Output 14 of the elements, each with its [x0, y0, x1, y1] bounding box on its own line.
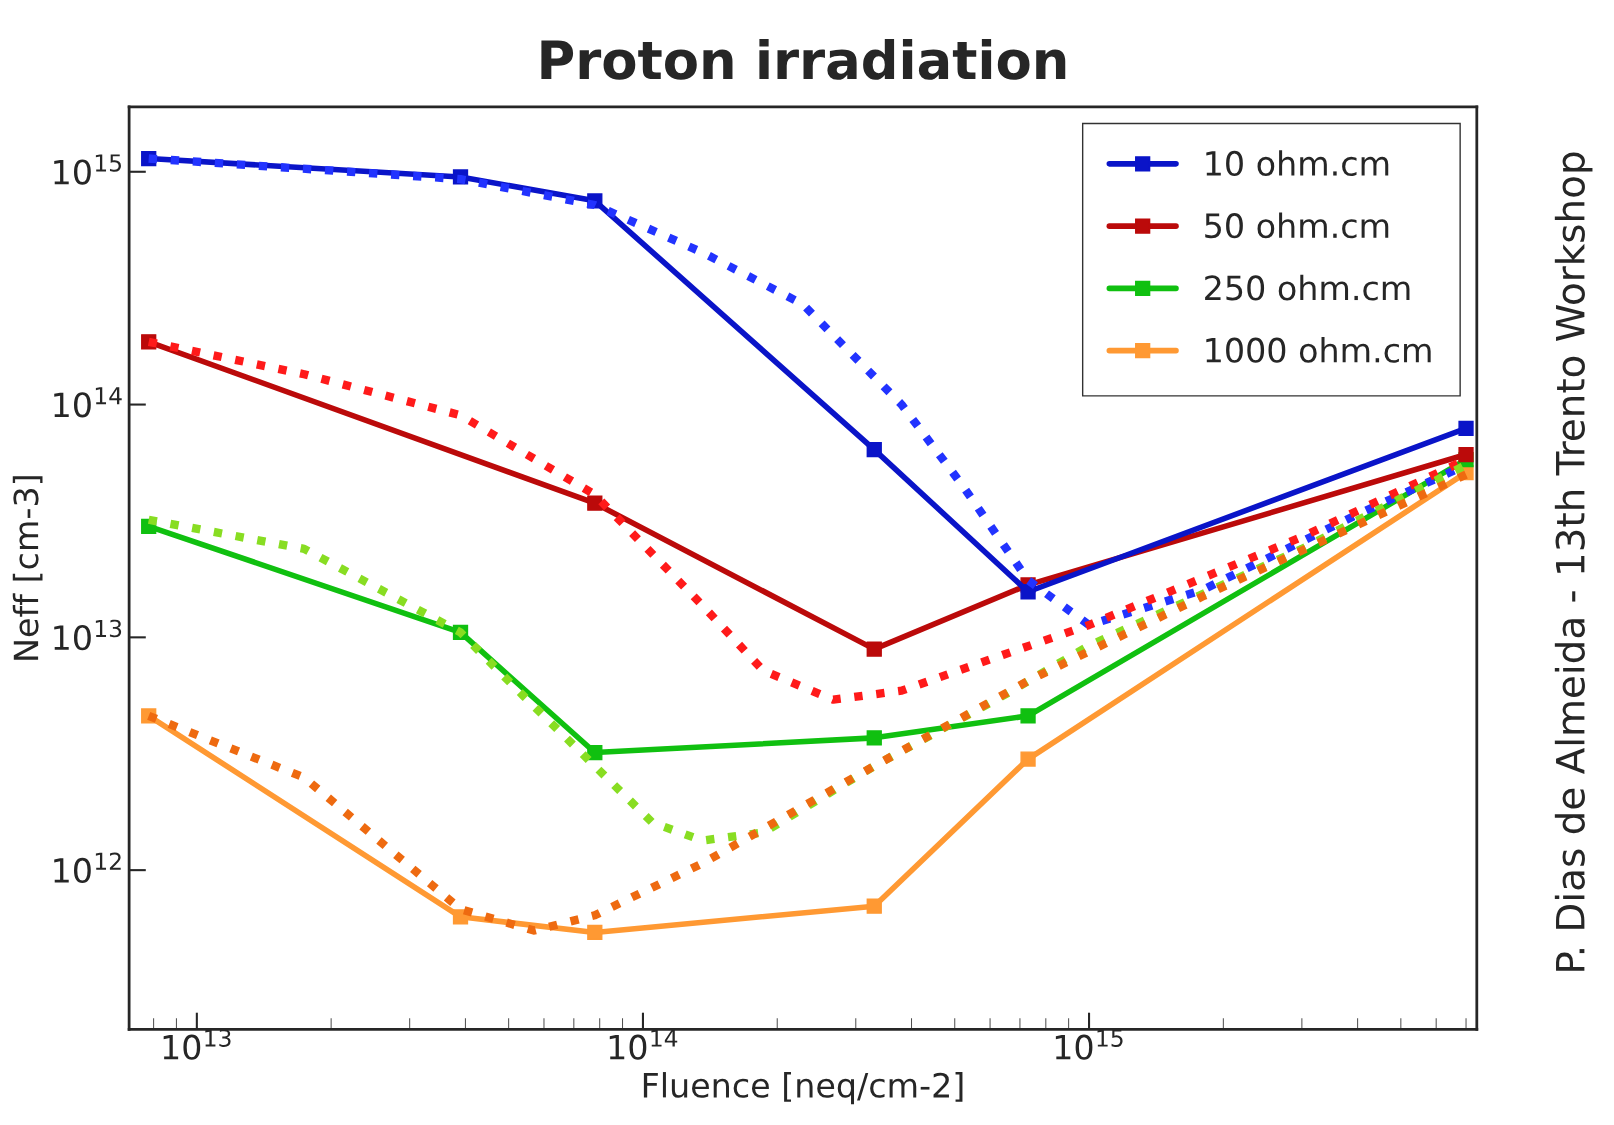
text: P. Dias de Almeida - 13th Trento Workshop — [1554, 152, 1593, 971]
y-tick-label: 10$^{15}$ — [54, 154, 121, 185]
legend-label: 1000 ohm.cm — [1206, 336, 1431, 363]
chart-title: Proton irradiation — [541, 38, 1066, 80]
y-tick-label: 10$^{12}$ — [54, 852, 121, 884]
y-axis-title: Neff [cm-3] — [12, 476, 43, 660]
x-axis-title: Fluence [neq/cm-2] — [643, 1072, 963, 1105]
y-tick-label: 10$^{14}$ — [54, 387, 122, 418]
x-tick-label: 10$^{13}$ — [163, 1029, 231, 1060]
y-tick-label: 10$^{13}$ — [54, 619, 122, 651]
legend-label: 10 ohm.cm — [1206, 150, 1389, 177]
x-tick-label: 10$^{14}$ — [609, 1029, 678, 1060]
legend-label: 50 ohm.cm — [1205, 212, 1389, 239]
legend-label: 250 ohm.cm — [1205, 274, 1410, 301]
